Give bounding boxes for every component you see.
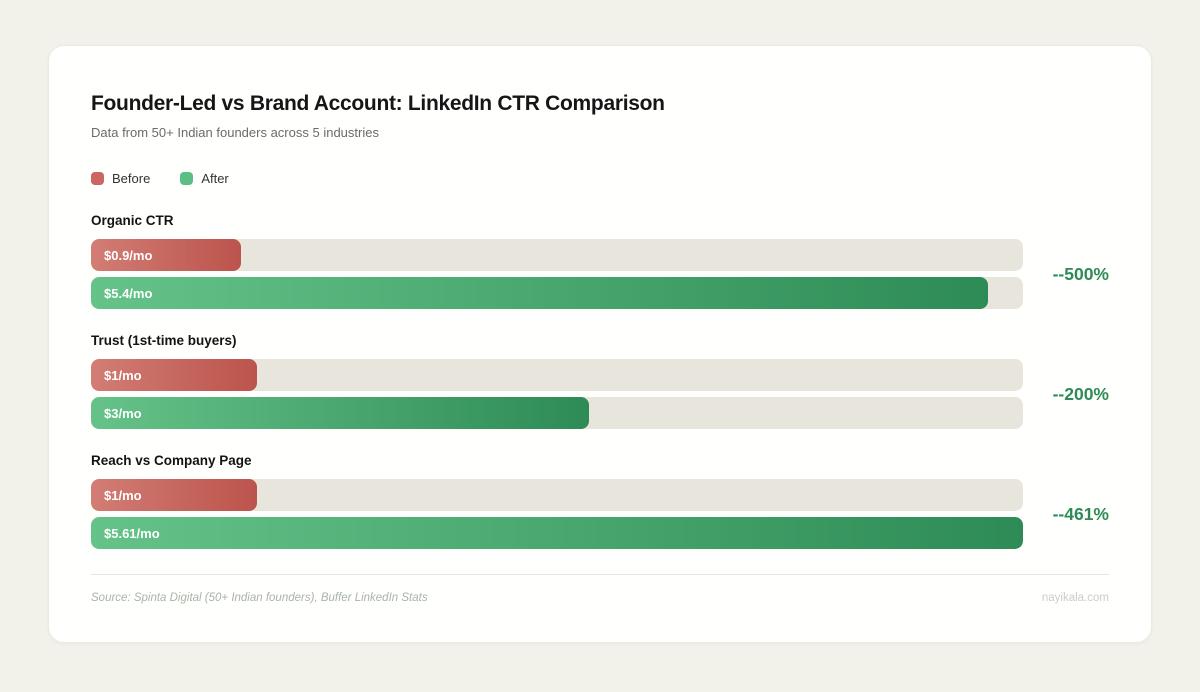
legend-item-after: After	[180, 171, 229, 186]
group-label: Organic CTR	[91, 213, 174, 228]
change-label: --500%	[1052, 263, 1109, 284]
before-bar: $1/mo	[91, 359, 258, 391]
after-swatch-icon	[180, 172, 194, 185]
bar-track: $1/mo	[91, 479, 1023, 511]
bar-row-after: $5.61/mo	[91, 517, 1023, 549]
legend-label-after: After	[201, 171, 229, 186]
change-label: --461%	[1052, 503, 1109, 524]
before-bar: $0.9/mo	[91, 239, 241, 271]
after-bar: $5.61/mo	[91, 517, 1023, 549]
bar-row-after: $3/mo	[91, 397, 1023, 429]
bar-value-label: $1/mo	[104, 367, 142, 383]
legend: Before After	[91, 171, 1109, 186]
bar-value-label: $5.4/mo	[104, 285, 153, 301]
brand-watermark: nayikala.com	[1041, 592, 1109, 604]
page-title: Founder-Led vs Brand Account: LinkedIn C…	[91, 92, 665, 115]
bar-row-before: $1/mo	[91, 359, 1023, 391]
page-subtitle: Data from 50+ Indian founders across 5 i…	[91, 125, 379, 140]
group-label: Reach vs Company Page	[91, 453, 252, 468]
footer: Source: Spinta Digital (50+ Indian found…	[91, 574, 1109, 604]
chart-group-trust: Trust (1st-time buyers) $1/mo $3/mo --20…	[91, 333, 1109, 429]
bar-track: $1/mo	[91, 359, 1023, 391]
source-note: Source: Spinta Digital (50+ Indian found…	[91, 592, 428, 604]
legend-label-before: Before	[112, 171, 151, 186]
legend-item-before: Before	[91, 171, 150, 186]
chart-group-organic-ctr: Organic CTR $0.9/mo $5.4/mo --500%	[91, 213, 1109, 309]
chart-card: Founder-Led vs Brand Account: LinkedIn C…	[48, 45, 1152, 643]
before-swatch-icon	[91, 172, 104, 185]
bar-value-label: $0.9/mo	[104, 247, 153, 263]
before-bar: $1/mo	[91, 479, 258, 511]
bar-track: $0.9/mo	[91, 239, 1023, 271]
group-label: Trust (1st-time buyers)	[91, 333, 237, 348]
after-bar: $3/mo	[91, 397, 590, 429]
bar-row-after: $5.4/mo	[91, 277, 1023, 309]
bar-track: $5.4/mo	[91, 277, 1023, 309]
bar-track: $3/mo	[91, 397, 1023, 429]
bar-row-before: $0.9/mo	[91, 239, 1023, 271]
bar-track: $5.61/mo	[91, 517, 1023, 549]
change-label: --200%	[1052, 383, 1109, 404]
bar-value-label: $3/mo	[104, 405, 142, 421]
chart-group-reach: Reach vs Company Page $1/mo $5.61/mo --4…	[91, 453, 1109, 549]
bar-row-before: $1/mo	[91, 479, 1023, 511]
after-bar: $5.4/mo	[91, 277, 989, 309]
bar-value-label: $1/mo	[104, 487, 142, 503]
bar-value-label: $5.61/mo	[104, 525, 160, 541]
